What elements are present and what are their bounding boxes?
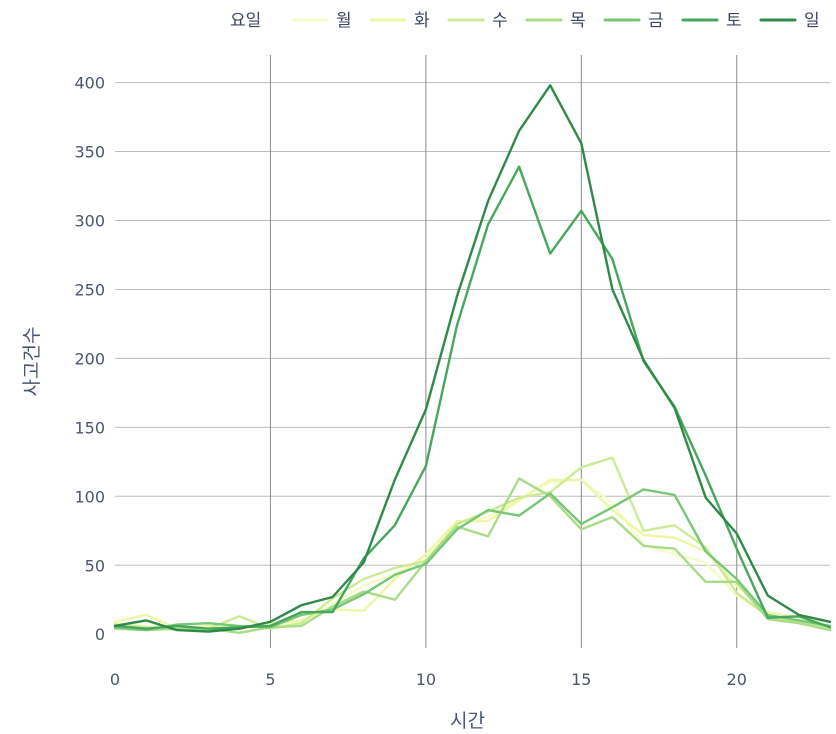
series-line-수	[113, 456, 832, 632]
legend-item-수[interactable]: 수	[492, 11, 508, 31]
series-line-일	[113, 84, 832, 633]
y-tick-label: 0	[95, 625, 105, 644]
x-tick-label: 5	[265, 670, 275, 689]
y-axis-title: 사고건수	[21, 327, 43, 397]
x-tick-label: 10	[416, 670, 436, 689]
y-tick-label: 250	[74, 280, 105, 299]
y-tick-label: 200	[74, 349, 105, 368]
series-lines	[113, 84, 832, 634]
legend-item-토[interactable]: 토	[726, 11, 742, 31]
series-line-목	[113, 477, 832, 634]
axes: 0 50 100 150 200 250 300 350 400 0 5 10 15 20 시간 사고건수	[21, 74, 747, 732]
legend-title: 요일	[230, 11, 261, 31]
legend: 요일 월 화 수 목 금 토 일	[230, 11, 820, 31]
legend-item-목[interactable]: 목	[570, 11, 586, 31]
legend-item-금[interactable]: 금	[648, 11, 664, 31]
x-tick-label: 15	[571, 670, 591, 689]
series-line-토	[113, 165, 832, 630]
legend-item-일[interactable]: 일	[804, 11, 820, 31]
legend-item-화[interactable]: 화	[414, 11, 430, 31]
legend-item-월[interactable]: 월	[336, 11, 352, 31]
x-axis-title: 시간	[450, 710, 485, 732]
y-tick-label: 400	[74, 74, 105, 93]
y-tick-label: 100	[74, 487, 105, 506]
x-tick-label: 20	[727, 670, 747, 689]
grid	[115, 55, 830, 648]
x-tick-label: 0	[110, 670, 120, 689]
y-tick-label: 150	[74, 418, 105, 437]
y-tick-label: 350	[74, 143, 105, 162]
series-line-화	[113, 478, 832, 630]
series-line-월	[113, 478, 832, 630]
y-tick-label: 50	[85, 556, 105, 575]
y-tick-label: 300	[74, 211, 105, 230]
series-line-금	[113, 488, 832, 632]
